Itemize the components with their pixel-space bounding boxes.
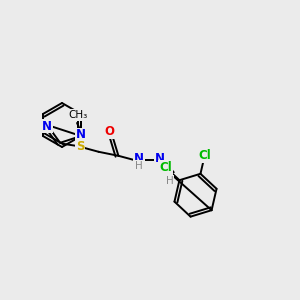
Text: H: H [166,176,173,186]
Text: O: O [104,125,114,139]
Text: CH₃: CH₃ [68,110,88,120]
Text: N: N [134,152,144,165]
Text: N: N [42,119,52,133]
Text: Cl: Cl [198,149,211,162]
Text: H: H [135,161,143,171]
Text: S: S [76,140,84,153]
Text: N: N [76,128,86,142]
Text: N: N [155,152,165,165]
Text: Cl: Cl [159,161,172,174]
